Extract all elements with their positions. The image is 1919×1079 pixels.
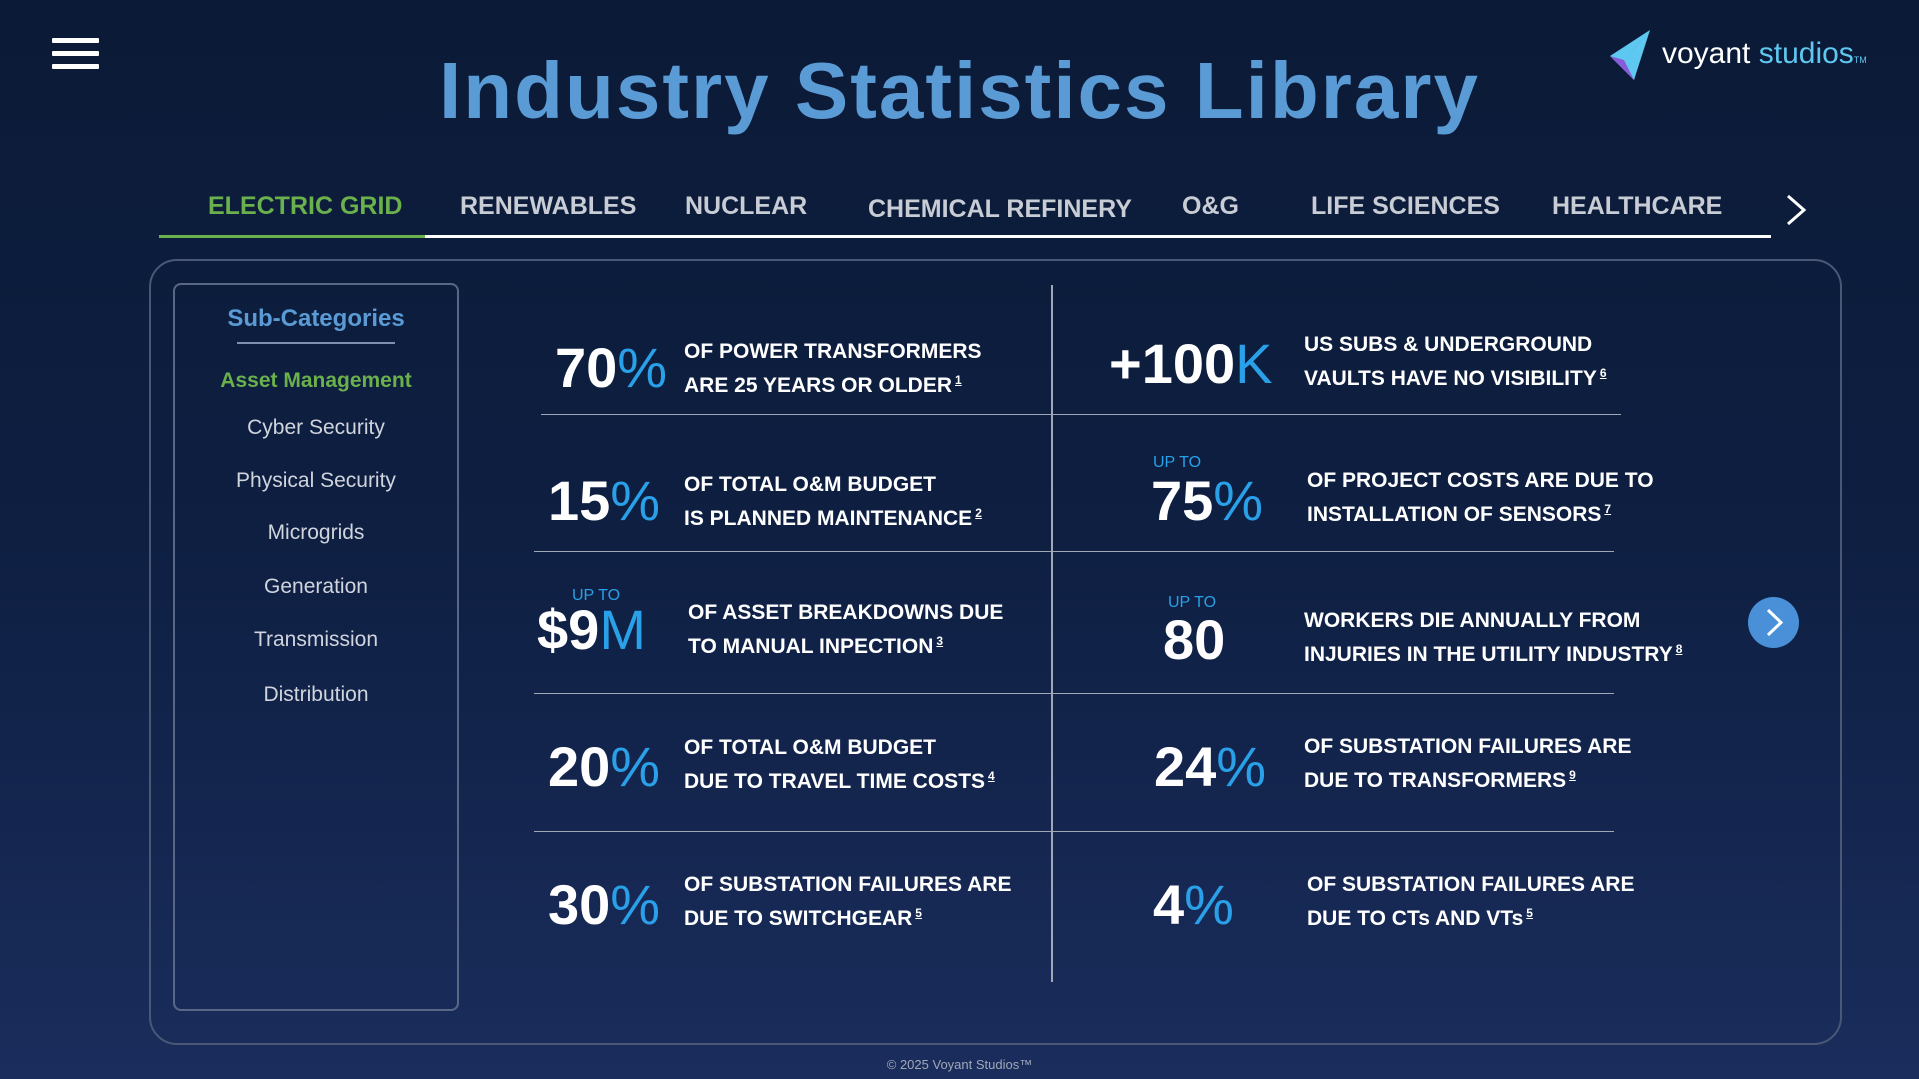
up-to-label: UP TO: [1153, 454, 1202, 471]
sidebar-item-distribution[interactable]: Distribution: [263, 683, 369, 706]
stat-description: OF POWER TRANSFORMERS ARE 25 YEARS OR OLD…: [684, 340, 982, 397]
tab-life-sciences[interactable]: LIFE SCIENCES: [1311, 192, 1500, 220]
sidebar-title: Sub-Categories: [227, 305, 405, 332]
tab-electric-grid[interactable]: ELECTRIC GRID: [208, 192, 403, 220]
up-to-label: UP TO: [572, 587, 621, 604]
stat-description: OF SUBSTATION FAILURES ARE DUE TO TRANSFO…: [1304, 735, 1632, 792]
stats-row-divider: [534, 693, 1614, 694]
tab-og[interactable]: O&G: [1182, 192, 1239, 220]
stats-row-divider: [534, 551, 1614, 552]
tab-healthcare[interactable]: HEALTHCARE: [1552, 192, 1723, 220]
tab-renewables[interactable]: RENEWABLES: [460, 192, 637, 220]
stats-row-divider: [541, 414, 1621, 415]
stat-value: +100K: [1109, 332, 1273, 395]
stats-row-divider: [534, 831, 1614, 832]
stat-value: 80: [1163, 608, 1226, 671]
sidebar-item-generation[interactable]: Generation: [264, 575, 368, 598]
stat-value: 24%: [1154, 735, 1267, 798]
sub-categories-sidebar: Sub-Categories Asset Management Cyber Se…: [173, 283, 459, 1011]
hamburger-menu-icon[interactable]: [52, 38, 99, 74]
stat-description: OF ASSET BREAKDOWNS DUE TO MANUAL INPECTI…: [688, 601, 1004, 658]
stat-description: OF PROJECT COSTS ARE DUE TO INSTALLATION …: [1307, 469, 1654, 526]
stat-description: OF SUBSTATION FAILURES ARE DUE TO SWITCHG…: [684, 873, 1012, 930]
stats-panel: [149, 259, 1842, 1045]
chevron-right-icon[interactable]: [1780, 190, 1812, 230]
up-to-label: UP TO: [1168, 594, 1217, 611]
logo-text: voyant studiosTM: [1662, 37, 1867, 70]
page-title: Industry Statistics Library: [439, 46, 1480, 135]
stat-description: US SUBS & UNDERGROUND VAULTS HAVE NO VISI…: [1304, 333, 1607, 390]
tab-chemical-refinery[interactable]: CHEMICAL REFINERY: [868, 195, 1132, 223]
sidebar-item-transmission[interactable]: Transmission: [253, 628, 379, 651]
sidebar-title-divider: [237, 342, 395, 344]
voyant-logo-icon: [1610, 30, 1650, 80]
chevron-right-circle-icon: [1766, 608, 1784, 637]
tab-nuclear[interactable]: NUCLEAR: [685, 192, 808, 220]
stat-description: OF SUBSTATION FAILURES ARE DUE TO CTs AND…: [1307, 873, 1635, 930]
stat-value: 20%: [548, 735, 661, 798]
sidebar-item-physical-security[interactable]: Physical Security: [236, 469, 396, 492]
stat-value: 30%: [548, 873, 661, 936]
sidebar-item-asset-management[interactable]: Asset Management: [220, 369, 412, 392]
stat-description: WORKERS DIE ANNUALLY FROM INJURIES IN THE…: [1304, 609, 1683, 666]
sidebar-item-microgrids[interactable]: Microgrids: [267, 521, 365, 544]
stat-value: 4%: [1153, 873, 1234, 936]
active-tab-indicator: [159, 235, 425, 238]
stat-description: OF TOTAL O&M BUDGET IS PLANNED MAINTENANC…: [684, 473, 982, 530]
voyant-studios-logo: voyant studiosTM: [1606, 24, 1867, 84]
industry-tabs: ELECTRIC GRID RENEWABLES NUCLEAR CHEMICA…: [159, 178, 1771, 238]
stat-value: 70%: [555, 336, 668, 399]
sidebar-item-cyber-security[interactable]: Cyber Security: [247, 416, 385, 439]
footer-copyright: © 2025 Voyant Studios™: [886, 1057, 1033, 1072]
stat-value: $9M: [537, 598, 646, 661]
stat-value: 75%: [1151, 469, 1264, 532]
stat-description: OF TOTAL O&M BUDGET DUE TO TRAVEL TIME CO…: [684, 736, 995, 793]
stats-column-divider: [1051, 285, 1053, 982]
next-page-button[interactable]: [1748, 597, 1799, 648]
stat-value: 15%: [548, 469, 661, 532]
